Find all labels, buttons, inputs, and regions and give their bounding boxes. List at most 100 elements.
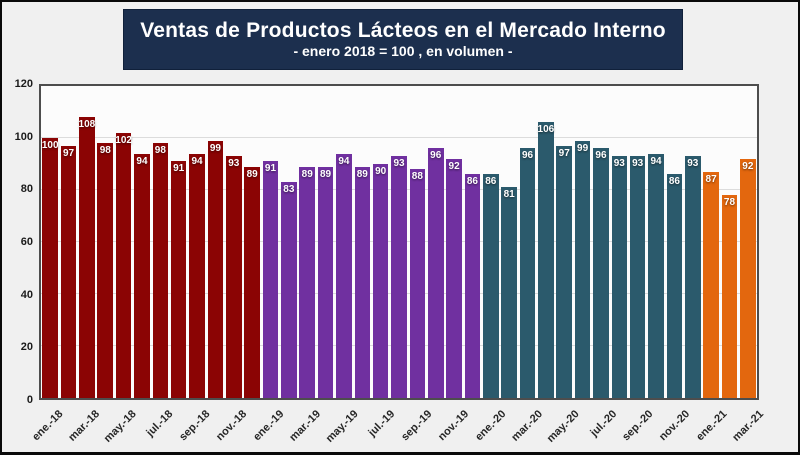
bar-slot-1: 97 (59, 86, 77, 398)
bar-slot-11: 89 (243, 86, 261, 398)
y-tick-label-120: 120 (14, 78, 33, 90)
bar-2019-16: 94 (336, 153, 352, 398)
bar-slot-19: 93 (390, 86, 408, 398)
bar-slot-0: 100 (41, 86, 59, 398)
bar-value-label: 86 (466, 176, 478, 188)
bar-value-label: 89 (246, 168, 258, 180)
x-tick-label-text: may.-20 (544, 408, 582, 445)
x-tick-label-text: nov.-20 (657, 408, 693, 444)
bar-slot-31: 93 (610, 86, 628, 398)
bar-slot-12: 91 (261, 86, 279, 398)
bar-2019-14: 89 (299, 166, 315, 398)
bar-2021-38: 92 (740, 158, 756, 398)
bar-value-label: 91 (264, 163, 277, 175)
y-tick-label-60: 60 (20, 236, 33, 248)
bar-slot-18: 90 (371, 86, 389, 398)
bar-2020-32: 93 (629, 156, 646, 398)
bar-2020-33: 94 (648, 153, 664, 398)
bar-2018-8: 94 (189, 153, 205, 398)
bar-value-label: 89 (356, 168, 368, 180)
bar-2019-19: 93 (391, 156, 407, 398)
x-tick-label-text: ene.-20 (472, 408, 509, 444)
bar-slot-3: 98 (96, 86, 114, 398)
plot-area: 100 97 108 98 102 94 98 91 94 99 93 89 91 83 89 89 94 89 9… (39, 84, 759, 400)
x-tick-label-text: may.-18 (101, 408, 139, 445)
bar-slot-23: 86 (463, 86, 481, 398)
bar-slot-8: 94 (188, 86, 206, 398)
y-tick-label-0: 0 (26, 394, 33, 406)
bar-2019-22: 92 (446, 158, 462, 398)
bar-slot-2: 108 (78, 86, 96, 398)
y-tick-label-80: 80 (20, 183, 33, 196)
chart-title: Ventas de Productos Lácteos en el Mercad… (140, 19, 666, 43)
bar-2018-3: 98 (97, 143, 114, 398)
bar-slot-20: 88 (408, 86, 426, 398)
bar-value-label: 78 (723, 197, 736, 209)
bar-2020-31: 93 (611, 156, 628, 398)
bar-value-label: 94 (136, 155, 148, 167)
x-tick-label-text: ene.-21 (694, 408, 730, 444)
bar-2018-9: 99 (207, 140, 224, 398)
bar-value-label: 96 (521, 150, 534, 162)
bar-slot-21: 96 (427, 86, 445, 398)
bar-2020-35: 93 (684, 156, 701, 398)
bar-slot-17: 89 (353, 86, 371, 398)
x-tick-label-text: nov.-18 (214, 408, 250, 444)
bar-2018-5: 94 (134, 153, 150, 398)
bar-slot-36: 87 (702, 86, 720, 398)
bar-2020-25: 81 (501, 187, 517, 398)
bar-value-label: 99 (209, 142, 221, 154)
bar-slot-26: 96 (518, 86, 536, 398)
bar-slot-25: 81 (500, 86, 518, 398)
bar-2018-10: 93 (225, 156, 242, 398)
bar-2020-24: 86 (483, 174, 499, 398)
bar-2019-15: 89 (317, 166, 334, 398)
bar-value-label: 96 (595, 150, 607, 162)
bar-2020-28: 97 (556, 145, 573, 398)
bar-2018-11: 89 (244, 166, 260, 398)
bar-slot-28: 97 (555, 86, 573, 398)
x-tick-label-text: may.-19 (323, 408, 361, 445)
x-tick-label-text: ene.-19 (251, 408, 287, 444)
bar-2018-1: 97 (60, 145, 77, 398)
bar-value-label: 86 (668, 176, 680, 188)
bar-2018-2: 108 (79, 117, 95, 398)
bar-value-label: 88 (411, 171, 423, 183)
y-tick-label-40: 40 (20, 288, 33, 301)
bar-value-label: 92 (742, 160, 754, 172)
bar-value-label: 97 (62, 147, 75, 159)
bar-slot-33: 94 (647, 86, 665, 398)
bar-2020-30: 96 (593, 148, 609, 398)
bar-slot-4: 102 (114, 86, 132, 398)
bar-2020-27: 106 (538, 122, 554, 398)
x-tick-label-text: mar.-19 (287, 408, 324, 444)
y-tick-label-20: 20 (20, 341, 33, 354)
x-tick-label-text: ene.-18 (29, 408, 65, 444)
bar-slot-27: 106 (537, 86, 555, 398)
bar-value-label: 94 (650, 155, 662, 167)
bar-value-label: 97 (558, 147, 570, 159)
bar-value-label: 93 (228, 158, 240, 170)
bar-value-label: 108 (78, 119, 96, 131)
bar-2019-20: 88 (409, 169, 426, 398)
x-tick-label-text: sep.-20 (620, 408, 656, 444)
bar-value-label: 89 (320, 168, 332, 180)
bar-slot-6: 98 (151, 86, 169, 398)
x-tick-label-text: sep.-18 (177, 408, 213, 444)
bar-value-label: 90 (375, 166, 387, 177)
bar-slot-35: 93 (684, 86, 702, 398)
bar-2021-36: 87 (703, 171, 719, 398)
bar-value-label: 92 (448, 160, 460, 172)
bar-slot-14: 89 (298, 86, 316, 398)
bar-2018-4: 102 (115, 132, 132, 398)
bar-2019-17: 89 (354, 166, 371, 398)
bars-container: 100 97 108 98 102 94 98 91 94 99 93 89 91 83 89 89 94 89 9… (41, 86, 757, 398)
bar-slot-24: 86 (482, 86, 500, 398)
bar-slot-30: 96 (592, 86, 610, 398)
bar-value-label: 93 (613, 158, 625, 170)
bar-slot-10: 93 (225, 86, 243, 398)
x-tick-label-text: sep.-19 (398, 408, 435, 444)
bar-value-label: 99 (577, 142, 589, 154)
bar-value-label: 94 (191, 155, 203, 167)
